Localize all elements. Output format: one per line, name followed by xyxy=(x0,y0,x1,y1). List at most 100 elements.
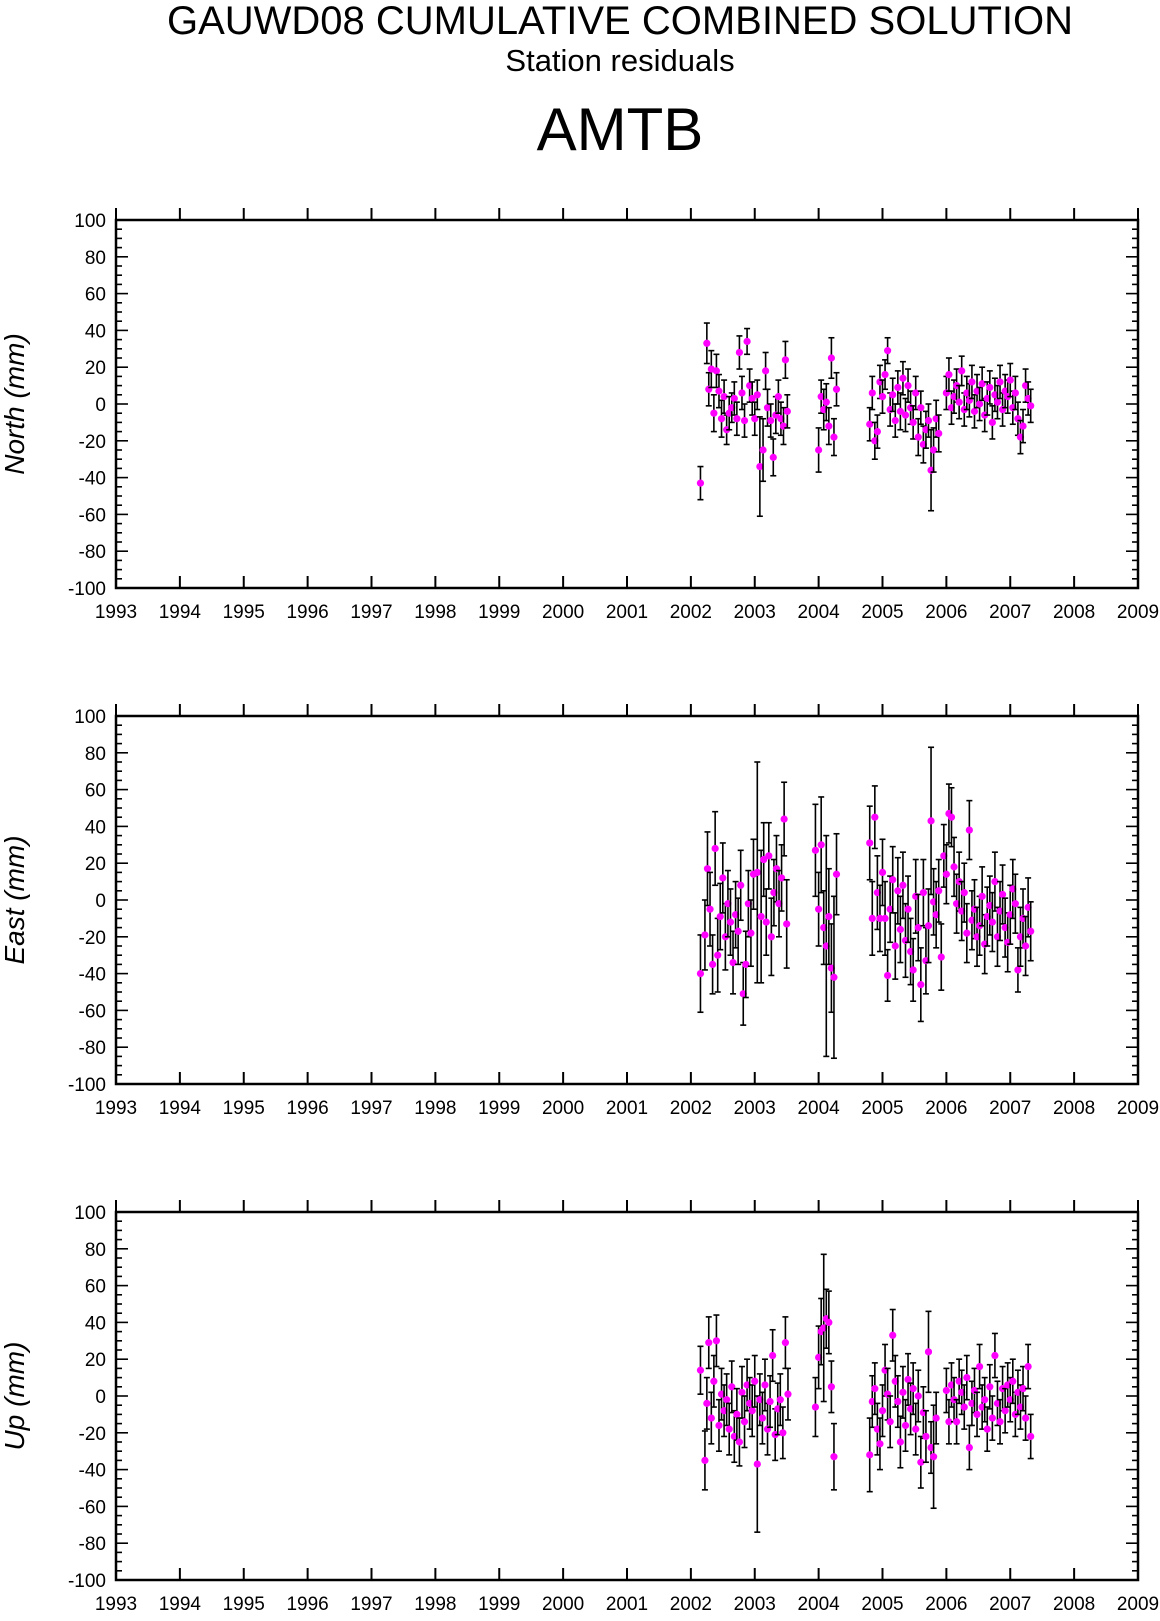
data-point xyxy=(743,327,751,356)
y-tick-label: 100 xyxy=(74,707,106,728)
x-tick-label: 2008 xyxy=(1053,1594,1095,1615)
data-point xyxy=(703,322,711,365)
data-point xyxy=(776,1373,784,1427)
plot-frame xyxy=(114,714,1140,1086)
data-point xyxy=(884,336,892,365)
y-tick-label: 0 xyxy=(95,395,106,416)
x-tick-label: 2005 xyxy=(861,1098,903,1119)
x-tick-label: 1997 xyxy=(350,1098,392,1119)
x-tick-label: 2000 xyxy=(542,602,584,623)
x-tick-label: 1993 xyxy=(95,602,137,623)
data-point xyxy=(1009,1358,1017,1405)
data-point xyxy=(729,930,737,995)
x-tick-label: 1999 xyxy=(478,602,520,623)
y-tick-label: -60 xyxy=(79,1001,106,1022)
data-point xyxy=(958,355,966,387)
data-point xyxy=(696,1345,705,1395)
data-point xyxy=(963,902,971,964)
data-point xyxy=(728,1360,736,1414)
y-axis-label: North (mm) xyxy=(0,333,30,475)
data-point xyxy=(825,1290,833,1355)
x-tick-label: 2001 xyxy=(606,602,648,623)
data-point xyxy=(965,799,973,861)
y-tick-label: 80 xyxy=(85,1240,106,1261)
y-tick-label: 80 xyxy=(85,248,106,269)
data-point xyxy=(1011,873,1019,934)
y-tick-label: -100 xyxy=(68,1075,106,1096)
data-point xyxy=(733,401,741,437)
data-point xyxy=(760,821,768,898)
data-point xyxy=(726,888,735,957)
data-point xyxy=(993,384,1002,420)
data-point xyxy=(1024,1343,1032,1390)
data-point xyxy=(922,1409,930,1464)
data-point xyxy=(876,1417,884,1471)
data-point xyxy=(988,891,996,953)
data-point xyxy=(1027,901,1035,962)
y-tick-label: 60 xyxy=(85,781,106,802)
data-point xyxy=(896,1415,904,1469)
data-point xyxy=(970,393,979,429)
data-point xyxy=(998,864,1007,925)
data-point xyxy=(783,393,791,429)
data-point xyxy=(901,397,910,433)
data-point xyxy=(811,803,820,898)
data-point xyxy=(781,340,790,380)
data-point xyxy=(822,382,830,422)
data-point xyxy=(710,1354,718,1408)
data-point xyxy=(735,335,744,370)
data-point xyxy=(734,897,742,966)
x-tick-label: 2006 xyxy=(925,602,967,623)
data-point xyxy=(827,1360,836,1414)
data-point xyxy=(896,392,904,431)
data-point xyxy=(986,370,994,405)
y-tick-label: 20 xyxy=(85,854,106,875)
y-tick-label: -100 xyxy=(68,1571,106,1592)
data-point xyxy=(751,1354,759,1408)
data-point xyxy=(703,831,712,907)
y-tick-label: -20 xyxy=(79,432,106,453)
x-tick-label: 2003 xyxy=(734,1594,776,1615)
x-tick-label: 2004 xyxy=(797,602,840,623)
data-point xyxy=(774,379,782,415)
data-point xyxy=(832,371,841,407)
data-point xyxy=(942,1367,950,1414)
data-point xyxy=(710,393,718,433)
y-tick-label: -100 xyxy=(68,579,106,600)
data-point xyxy=(748,1384,756,1438)
data-point xyxy=(866,805,874,881)
data-point xyxy=(766,1374,774,1429)
y-axis-label: Up (mm) xyxy=(0,1342,30,1451)
data-point xyxy=(973,1391,981,1438)
data-point xyxy=(756,416,764,518)
data-point xyxy=(889,1308,897,1362)
data-point xyxy=(917,390,925,426)
data-point xyxy=(784,1367,792,1421)
x-tick-label: 2008 xyxy=(1053,1098,1095,1119)
data-point xyxy=(963,1354,971,1401)
data-point xyxy=(866,406,874,442)
x-tick-label: 2000 xyxy=(542,1594,584,1615)
data-point xyxy=(696,934,705,1014)
data-point xyxy=(703,1376,711,1430)
x-tick-label: 1994 xyxy=(159,602,202,623)
data-point xyxy=(759,417,767,483)
data-point xyxy=(765,821,773,890)
data-point xyxy=(899,1365,907,1419)
data-point xyxy=(894,1374,902,1429)
data-point xyxy=(769,438,777,477)
data-point xyxy=(924,1310,933,1394)
x-tick-label: 1999 xyxy=(478,1594,520,1615)
data-point xyxy=(914,893,922,962)
data-point xyxy=(914,1369,922,1423)
x-tick-label: 2009 xyxy=(1117,1594,1159,1615)
station-name: AMTB xyxy=(536,96,704,163)
data-point xyxy=(719,842,727,914)
data-point xyxy=(696,465,705,501)
y-tick-label: -60 xyxy=(79,505,106,526)
x-tick-label: 1994 xyxy=(159,1594,202,1615)
data-point xyxy=(740,403,749,438)
data-point xyxy=(725,395,733,431)
x-tick-label: 2009 xyxy=(1117,1098,1159,1119)
data-point xyxy=(753,379,761,411)
